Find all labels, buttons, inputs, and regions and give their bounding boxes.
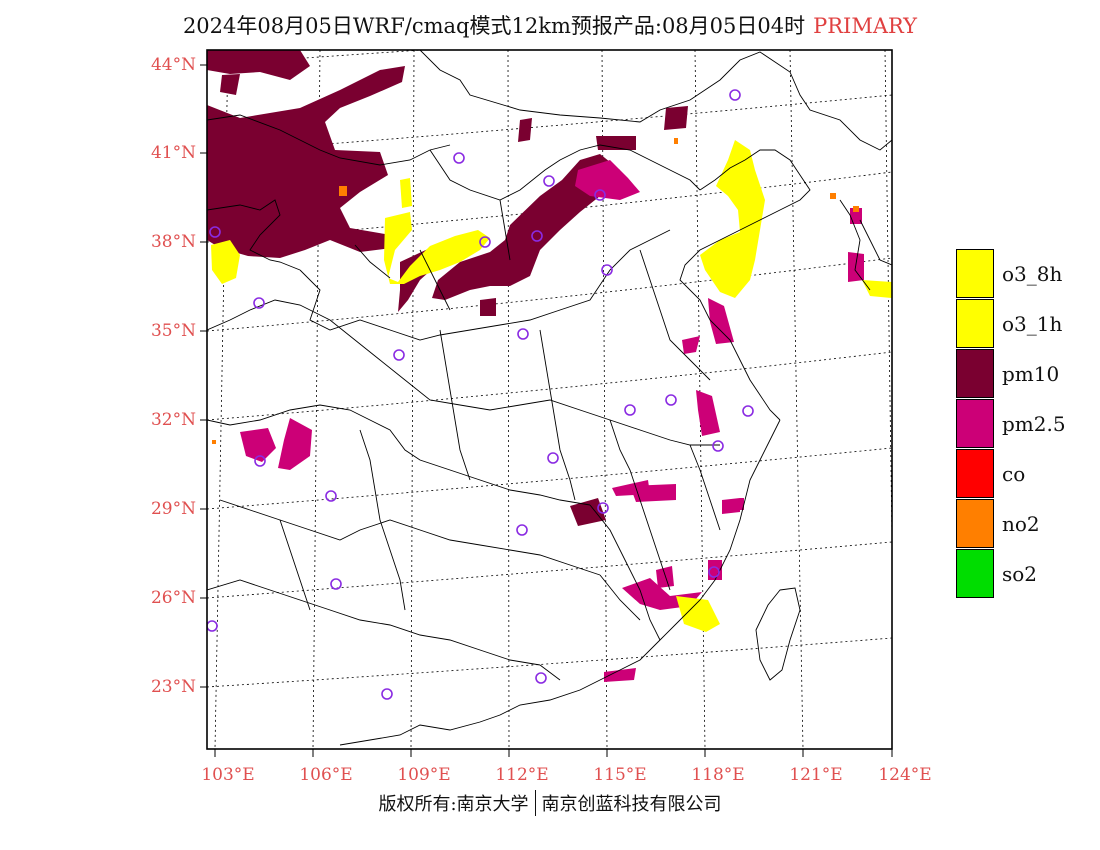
map-frame	[206, 49, 893, 750]
lon-label-115: 115°E	[593, 765, 647, 785]
legend-swatch	[956, 249, 994, 298]
lon-label-121: 121°E	[789, 765, 843, 785]
legend-label: pm10	[1002, 362, 1060, 386]
lat-label-32: 32°N	[150, 410, 196, 430]
map-title: 2024年08月05日WRF/cmaq模式12km预报产品:08月05日04时 P…	[0, 10, 1100, 40]
copyright-left: 版权所有:南京大学	[378, 794, 529, 815]
station-markers	[207, 89, 754, 700]
lat-label-29: 29°N	[150, 499, 196, 519]
legend-label: no2	[1002, 512, 1040, 536]
pm10-patches	[207, 50, 688, 526]
legend-swatch	[956, 449, 994, 498]
legend-label: pm2.5	[1002, 412, 1066, 436]
title-tag: PRIMARY	[813, 14, 918, 38]
legend-swatch	[956, 549, 994, 598]
legend-label: o3_8h	[1002, 262, 1063, 286]
lat-label-23: 23°N	[150, 677, 196, 697]
legend-swatch	[956, 299, 994, 348]
copyright-footer: 版权所有:南京大学 南京创蓝科技有限公司	[0, 790, 1100, 816]
no2-patches	[212, 138, 859, 444]
legend-label: o3_1h	[1002, 312, 1063, 336]
tick-marks	[200, 64, 893, 757]
legend-label: so2	[1002, 562, 1038, 586]
lat-label-44: 44°N	[150, 55, 196, 75]
legend-label: co	[1002, 462, 1026, 486]
boundary-lines	[207, 50, 892, 746]
lon-label-124: 124°E	[878, 765, 932, 785]
lat-label-38: 38°N	[150, 232, 196, 252]
footer-divider	[534, 790, 536, 816]
o3-patches	[211, 140, 892, 632]
legend-swatch	[956, 349, 994, 398]
title-main: 2024年08月05日WRF/cmaq模式12km预报产品:08月05日04时	[182, 14, 806, 38]
legend-swatch	[956, 499, 994, 548]
lat-label-26: 26°N	[150, 588, 196, 608]
lon-label-109: 109°E	[397, 765, 451, 785]
lat-label-35: 35°N	[150, 321, 196, 341]
lon-label-106: 106°E	[299, 765, 353, 785]
copyright-right: 南京创蓝科技有限公司	[541, 794, 722, 815]
taiwan-outline	[755, 587, 801, 681]
lon-label-103: 103°E	[201, 765, 255, 785]
legend-swatch	[956, 399, 994, 448]
lon-label-118: 118°E	[691, 765, 745, 785]
lon-label-112: 112°E	[495, 765, 549, 785]
lat-label-41: 41°N	[150, 143, 196, 163]
